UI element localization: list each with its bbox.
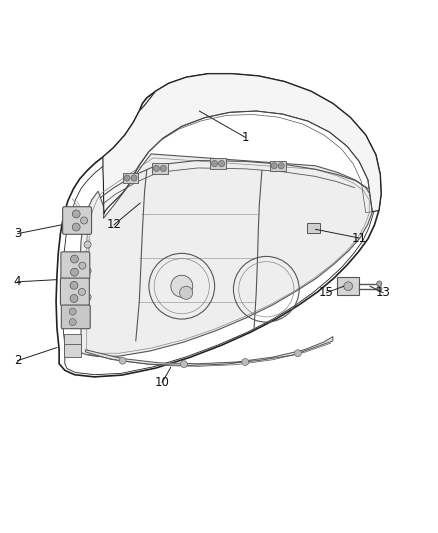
FancyBboxPatch shape	[61, 252, 90, 279]
Text: 12: 12	[106, 219, 121, 231]
Bar	[270, 160, 286, 171]
Circle shape	[219, 160, 225, 167]
Circle shape	[212, 160, 218, 167]
Circle shape	[84, 241, 91, 248]
Text: 11: 11	[352, 231, 367, 245]
Circle shape	[180, 361, 187, 368]
Circle shape	[81, 217, 88, 224]
Bar	[64, 334, 81, 346]
Circle shape	[171, 275, 193, 297]
Polygon shape	[103, 74, 381, 214]
Bar	[152, 163, 168, 174]
Circle shape	[72, 223, 80, 231]
Circle shape	[78, 288, 85, 295]
Circle shape	[153, 165, 159, 172]
Circle shape	[278, 163, 284, 169]
Circle shape	[84, 294, 91, 301]
Circle shape	[79, 262, 86, 269]
Circle shape	[377, 286, 382, 292]
Polygon shape	[85, 336, 333, 366]
Circle shape	[242, 359, 249, 366]
Circle shape	[377, 281, 382, 286]
Bar	[307, 223, 320, 233]
Text: 3: 3	[14, 227, 21, 240]
Circle shape	[70, 281, 78, 289]
Text: 13: 13	[376, 286, 391, 300]
Text: 2: 2	[14, 354, 21, 367]
Text: 10: 10	[155, 376, 170, 389]
Circle shape	[180, 286, 193, 300]
FancyBboxPatch shape	[63, 207, 92, 235]
Circle shape	[84, 268, 91, 274]
Circle shape	[119, 357, 126, 364]
Circle shape	[70, 295, 78, 302]
Circle shape	[124, 175, 130, 181]
Polygon shape	[56, 74, 381, 377]
Circle shape	[160, 165, 166, 172]
Bar	[210, 158, 226, 169]
Circle shape	[69, 308, 76, 315]
Circle shape	[69, 319, 76, 326]
Circle shape	[71, 268, 78, 276]
Polygon shape	[80, 154, 372, 356]
Circle shape	[271, 163, 277, 169]
Text: 1: 1	[241, 131, 249, 144]
Text: 4: 4	[14, 276, 21, 288]
FancyBboxPatch shape	[60, 278, 89, 306]
Circle shape	[72, 210, 80, 218]
Text: 15: 15	[319, 286, 334, 300]
Circle shape	[71, 255, 78, 263]
FancyBboxPatch shape	[61, 305, 90, 329]
Circle shape	[84, 215, 91, 222]
Circle shape	[131, 175, 137, 181]
Bar	[337, 278, 359, 295]
Circle shape	[344, 282, 353, 290]
Bar	[64, 344, 81, 357]
Bar	[123, 173, 138, 183]
Circle shape	[294, 350, 301, 357]
